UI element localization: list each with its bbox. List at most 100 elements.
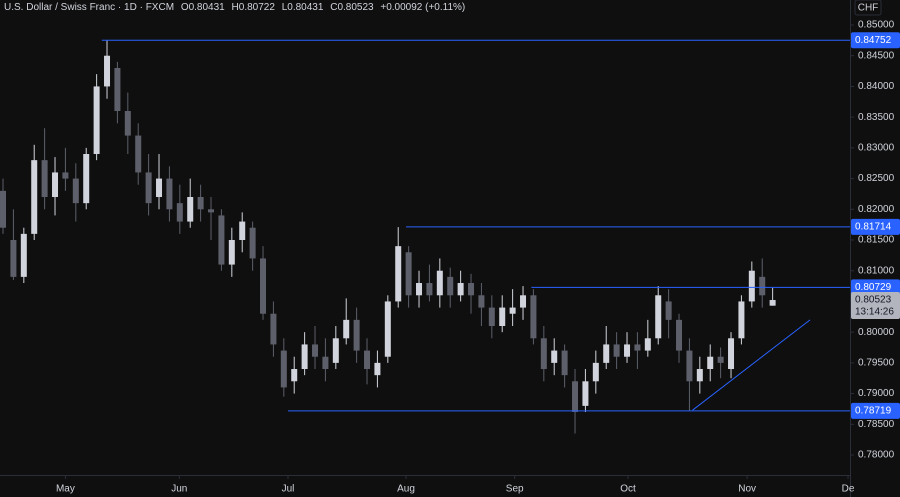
candle-body	[135, 135, 142, 173]
candle-body	[686, 350, 693, 382]
candle-body	[114, 68, 121, 112]
candle-body	[520, 295, 527, 308]
candle-body	[301, 344, 308, 370]
price-tag	[851, 292, 900, 320]
y-tick-label: 0.79000	[858, 388, 895, 399]
trendline	[692, 319, 811, 411]
candle-body	[395, 246, 402, 302]
candle-body	[343, 319, 350, 339]
candle-body	[509, 307, 516, 314]
candle-body	[156, 178, 163, 198]
level-tag	[851, 32, 900, 49]
y-tick-label: 0.83500	[858, 112, 895, 123]
candle-body	[436, 270, 443, 296]
candle-body	[416, 283, 423, 296]
level-tag	[851, 218, 900, 235]
level-tag-label: 0.84752	[855, 35, 892, 46]
candle-body	[104, 55, 111, 87]
candle-body	[582, 381, 589, 406]
candle-body	[72, 178, 79, 204]
y-tick-label: 0.81500	[858, 235, 895, 246]
candle-body	[322, 356, 329, 370]
level-tag-label: 0.81714	[855, 222, 892, 233]
candle-body	[291, 369, 298, 382]
y-tick-label: 0.83000	[858, 143, 895, 154]
candle-body	[208, 209, 215, 213]
currency[interactable]: CHF	[858, 3, 879, 14]
candle-body	[124, 111, 131, 136]
countdown: 13:14:26	[855, 307, 894, 318]
y-tick-label: 0.78500	[858, 419, 895, 430]
candle-body	[665, 301, 672, 320]
candle-body	[488, 307, 495, 327]
change: +0.00092 (+0.11%)	[380, 2, 465, 13]
candle-body	[426, 283, 433, 296]
price-tag-label: 0.80523	[855, 295, 892, 306]
candle-body	[676, 319, 683, 351]
candle-body	[41, 160, 48, 198]
candle-body	[592, 362, 599, 382]
y-tick-label: 0.80000	[858, 327, 895, 338]
x-tick-label: Jun	[171, 484, 187, 495]
candle-body	[447, 276, 454, 296]
candle-body	[312, 344, 319, 357]
candle-body	[603, 344, 610, 363]
open-label: O	[181, 2, 189, 13]
candle-body	[759, 276, 766, 296]
level-tag-label: 0.80729	[855, 282, 892, 293]
high-label: H	[232, 2, 239, 13]
y-tick-label: 0.78000	[858, 450, 895, 461]
level-tag	[851, 279, 900, 296]
symbol-title: U.S. Dollar / Swiss Franc · 1D · FXCM	[4, 2, 174, 13]
candle-body	[457, 283, 464, 296]
candle-body	[540, 338, 547, 370]
candle-body	[20, 233, 27, 277]
candle-body	[62, 172, 69, 179]
candle-body	[738, 301, 745, 339]
candle-body	[166, 178, 173, 210]
candle-body	[10, 240, 17, 277]
candle-body	[551, 350, 558, 363]
candle-body	[270, 313, 277, 345]
candle-body	[499, 307, 506, 327]
candle-body	[52, 172, 59, 198]
x-tick-label: De	[842, 484, 855, 495]
y-tick-label: 0.84500	[858, 50, 895, 61]
candle-body	[280, 350, 287, 388]
low-value: 0.80431	[287, 2, 324, 13]
candle-body	[748, 270, 755, 302]
candle-body	[707, 356, 714, 370]
candle-body	[530, 295, 537, 339]
level-tag-label: 0.78719	[855, 405, 892, 416]
y-tick-label: 0.82500	[858, 173, 895, 184]
currency-box[interactable]	[854, 0, 882, 16]
candle-body	[239, 221, 246, 241]
open-value: 0.80431	[189, 2, 226, 13]
candle-body	[561, 350, 568, 376]
candle-body	[384, 301, 391, 357]
candle-body	[249, 227, 256, 259]
level-tag	[851, 402, 900, 419]
y-tick-label: 0.85000	[858, 20, 895, 31]
candle-body	[478, 295, 485, 308]
candle-body	[31, 160, 38, 234]
candle-body	[197, 197, 204, 210]
close-value: 0.80523	[337, 2, 374, 13]
candle-body	[468, 283, 475, 296]
candle-body	[228, 240, 235, 265]
candle-body	[93, 86, 100, 155]
candle-body	[374, 362, 381, 376]
candle-body	[613, 344, 620, 357]
candle-body	[769, 300, 776, 306]
x-tick-label: May	[56, 484, 75, 495]
candle-body	[655, 295, 662, 339]
x-tick-label: Nov	[738, 484, 756, 495]
candle-body	[176, 203, 183, 222]
x-tick-label: Oct	[620, 484, 636, 495]
candle-body	[218, 215, 225, 265]
candle-body	[145, 172, 152, 204]
candle-body	[83, 154, 90, 204]
x-tick-label: Aug	[397, 484, 415, 495]
